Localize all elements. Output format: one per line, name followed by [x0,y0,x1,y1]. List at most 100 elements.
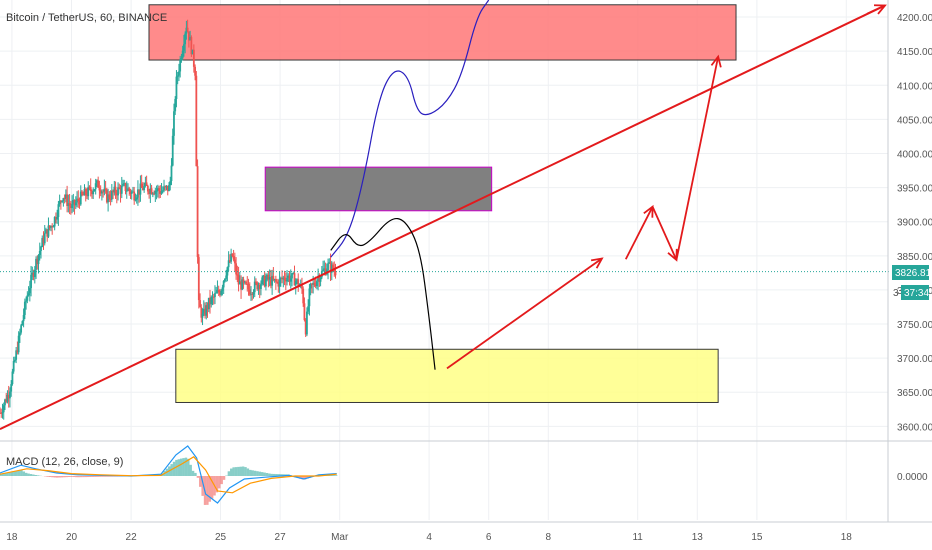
candle-body [94,183,97,190]
red-arrow-segment [866,4,886,15]
candle-body [202,308,205,314]
macd-histogram-bar [96,476,99,477]
macd-histogram-bar [280,474,283,476]
candle-body [53,217,56,227]
candle-body [221,287,224,291]
candle-body [276,281,279,283]
macd-histogram-bar [15,470,18,476]
candle-body [196,166,199,258]
candle-body [252,292,255,295]
macd-histogram-bar [29,474,33,476]
candle-body [74,202,77,206]
candle-body [1,412,4,414]
macd-histogram-bar [246,468,250,476]
candle-body [98,187,101,191]
candle-body [291,273,293,279]
time-tick-label: 18 [841,532,853,543]
candle-body [9,391,11,399]
macd-histogram-bar [27,473,30,476]
projection-black [330,217,436,370]
candle-body [64,194,67,199]
macd-histogram-bar [20,470,23,476]
candle-body [2,405,5,413]
candle-body [164,186,167,188]
candle-body [178,71,180,76]
macd-histogram-bar [25,472,28,476]
candle-body [250,293,252,295]
candles [0,19,337,420]
candle-body [72,199,75,204]
candle-body [315,281,318,287]
macd-histogram-bar [237,466,240,476]
candle-body [18,332,21,336]
candle-body [303,303,306,321]
price-tick-label: 3700.00 [897,354,932,365]
red-arrow-head [710,54,722,68]
candle-body [184,33,187,45]
partial-axis-label: 3 [893,288,899,299]
price-tick-label: 3600.00 [897,422,932,433]
macd-histogram-bar [87,476,90,478]
macd-histogram-bar [268,473,271,476]
macd-histogram-bar [67,476,71,478]
candle-body [207,297,210,310]
candle-body [78,201,81,205]
candle-body [79,191,82,205]
candle-body [173,111,175,136]
candle-body [206,305,209,310]
zone-red [148,4,737,61]
candle-body [118,187,121,189]
price-tick-label: 3750.00 [897,320,932,331]
macd-histogram-bar [70,476,73,477]
candle-body [302,288,305,304]
candle-body [7,394,10,399]
time-tick-label: 13 [692,532,704,543]
candle-body [313,282,316,285]
candle-body [255,281,257,283]
candle-body [236,274,239,276]
zones [148,4,737,403]
candle-body [308,288,311,307]
macd-histogram-bar [58,476,61,478]
macd-histogram-bar [63,476,66,478]
candle-body [274,279,277,282]
time-tick-label: 18 [6,532,18,543]
candle-body [277,282,280,287]
macd-histogram-bar [34,474,37,476]
macd-histogram-bar [36,475,40,476]
macd-histogram-bar [0,474,2,476]
price-tick-label: 3900.00 [897,218,932,229]
macd-histogram-bar [265,473,269,476]
candle-body [102,191,105,193]
candle-body [176,75,179,77]
candle-body [66,194,69,206]
macd-histogram-bar [51,476,54,478]
macd-histogram-bar [299,476,302,479]
candle-body [93,189,96,192]
macd-histogram-bar [72,476,76,478]
candle-body [86,195,88,197]
candle-body [168,185,170,192]
candle-body [107,194,110,203]
macd-histogram-bar [230,468,233,476]
macd-histogram-bar [189,464,192,476]
candle-body [63,198,66,200]
macd-panel [0,0,932,523]
candle-body [200,307,203,318]
candle-body [55,217,57,220]
candle-body [187,31,190,41]
candle-body [88,186,91,188]
candle-body [211,296,214,298]
candle-body [293,273,296,286]
candle-body [166,185,169,192]
candle-body [84,189,87,196]
candle-body [238,281,241,285]
price-badge-bg [892,265,929,280]
candle-body [212,296,215,298]
candle-body [312,282,315,285]
zone-grey [264,166,493,212]
candle-body [151,193,154,195]
macd-histogram-bar [48,476,52,478]
price-tick-label: 4100.00 [897,81,932,92]
